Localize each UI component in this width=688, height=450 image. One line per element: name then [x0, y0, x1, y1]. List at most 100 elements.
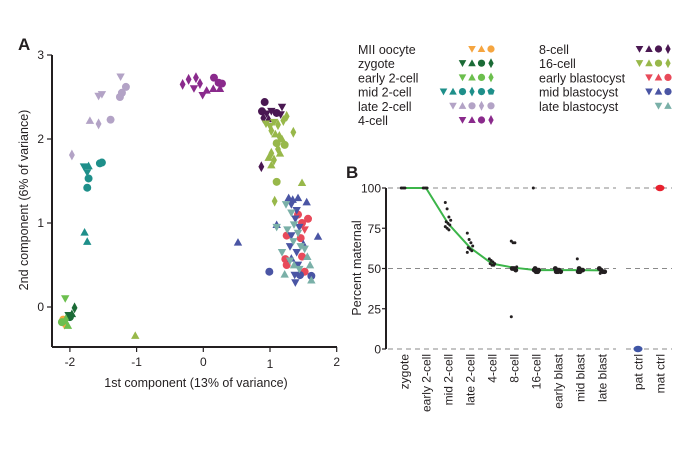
panel-a: A 0 1 2 3 -2 -1 0 1 2 1st component (13% of var… — [17, 35, 340, 390]
scatter-point — [260, 98, 269, 107]
scatter-point — [106, 115, 115, 124]
scatter-point — [97, 91, 107, 99]
scatter-point — [276, 111, 285, 119]
legend-marker-icon — [449, 102, 457, 110]
scatter-point — [67, 309, 77, 318]
scatter-point — [305, 260, 315, 269]
legend-marker-icon — [477, 59, 486, 67]
legend-label: early blastocyst — [539, 71, 626, 85]
scatter-point — [121, 82, 130, 91]
scatter-point — [131, 331, 140, 339]
points-late-blast — [596, 266, 608, 275]
panel-b-x-tick-label: late 2-cell — [464, 354, 478, 405]
data-point — [531, 186, 535, 190]
scatter-point — [272, 223, 281, 232]
data-point — [443, 200, 447, 204]
scatter-point — [185, 73, 192, 85]
data-point — [575, 257, 579, 261]
scatter-point — [300, 245, 309, 254]
panel-b-x-tick-label: early blast — [552, 353, 566, 408]
scatter-point — [84, 161, 93, 170]
points-16-cell — [531, 186, 542, 275]
series-early-2-cell — [57, 295, 73, 329]
legend-label: early 2-cell — [358, 71, 418, 85]
points-mat-ctrl — [655, 184, 665, 192]
legend-item: 8-cell — [539, 43, 671, 57]
scatter-point — [292, 249, 301, 257]
scatter-point — [275, 119, 281, 131]
data-point — [465, 250, 469, 254]
data-point — [509, 315, 513, 319]
scatter-point — [271, 195, 278, 207]
panel-a-y-tick-label: 3 — [37, 48, 44, 62]
legend-marker-icon — [477, 45, 486, 53]
points-8-cell — [509, 239, 519, 319]
points-early-blast — [552, 266, 564, 275]
scatter-point — [290, 126, 297, 138]
scatter-point — [264, 153, 273, 161]
legend-marker-icon — [487, 45, 495, 53]
panel-a-x-tick-label: -2 — [65, 355, 76, 369]
legend-item: mid blastocyst — [539, 86, 672, 100]
scatter-point — [269, 118, 279, 127]
scatter-point — [313, 232, 323, 240]
data-point — [598, 271, 602, 275]
scatter-point — [287, 232, 296, 240]
panel-a-x-axis-title: 1st component (13% of variance) — [104, 376, 287, 390]
scatter-point — [265, 267, 274, 276]
legend-label: mid 2-cell — [358, 86, 412, 100]
panel-b-x-tick-label: mat ctrl — [654, 354, 668, 393]
scatter-point — [295, 223, 304, 232]
data-point — [467, 238, 471, 242]
legend-marker-icon — [469, 86, 475, 97]
panel-b-x-tick-label: mid 2-cell — [442, 354, 456, 405]
points-mid-blast — [575, 257, 586, 275]
legend-item: early 2-cell — [358, 71, 494, 85]
scatter-point — [83, 183, 92, 192]
legend-marker-icon — [635, 45, 644, 53]
legend-label: late blastocyst — [539, 100, 619, 114]
panel-b-x-tick-label: 16-cell — [530, 354, 544, 389]
scatter-point — [280, 270, 289, 278]
scatter-point — [85, 116, 95, 124]
scatter-point — [63, 321, 73, 329]
scatter-point — [291, 215, 300, 223]
legend-marker-icon — [458, 116, 467, 124]
panel-b-x-tick-label: early 2-cell — [420, 354, 434, 412]
panel-b-x-tick-label: mid blast — [574, 353, 588, 402]
panel-a-x-tick-label: -1 — [131, 355, 142, 369]
scatter-point — [293, 193, 303, 202]
scatter-point — [272, 177, 281, 186]
scatter-point — [271, 154, 277, 166]
data-point — [535, 269, 541, 275]
legend-marker-icon — [477, 73, 486, 82]
scatter-point — [68, 149, 75, 161]
legend-item: late blastocyst — [539, 100, 672, 114]
points-early-2-cell — [421, 186, 429, 190]
trend-line — [404, 187, 603, 272]
legend-marker-icon — [645, 59, 653, 67]
legend-item: MII oocyte — [358, 43, 495, 57]
scatter-point — [289, 238, 298, 246]
legend-label: late 2-cell — [358, 100, 412, 114]
data-point — [577, 269, 583, 275]
panel-b-x-tick-label: 8-cell — [508, 354, 522, 383]
scatter-point — [258, 107, 266, 116]
scatter-point — [287, 209, 296, 218]
panel-b-y-tick-label: 50 — [368, 262, 382, 276]
legend-marker-icon — [665, 44, 671, 54]
scatter-point — [277, 103, 287, 112]
data-point — [447, 215, 451, 219]
scatter-point — [71, 302, 78, 314]
panel-b-x-tick-label: zygote — [398, 354, 412, 390]
panel-a-y-tick-label: 0 — [37, 300, 44, 314]
panel-a-y-axis-title: 2nd component (6% of variance) — [17, 110, 31, 291]
panel-a-x-tick-label: 2 — [333, 355, 340, 369]
legend-marker-icon — [487, 102, 495, 110]
scatter-point — [189, 85, 199, 93]
points-zygote — [399, 186, 407, 190]
legend-marker-icon — [488, 72, 494, 83]
scatter-point — [268, 147, 275, 159]
